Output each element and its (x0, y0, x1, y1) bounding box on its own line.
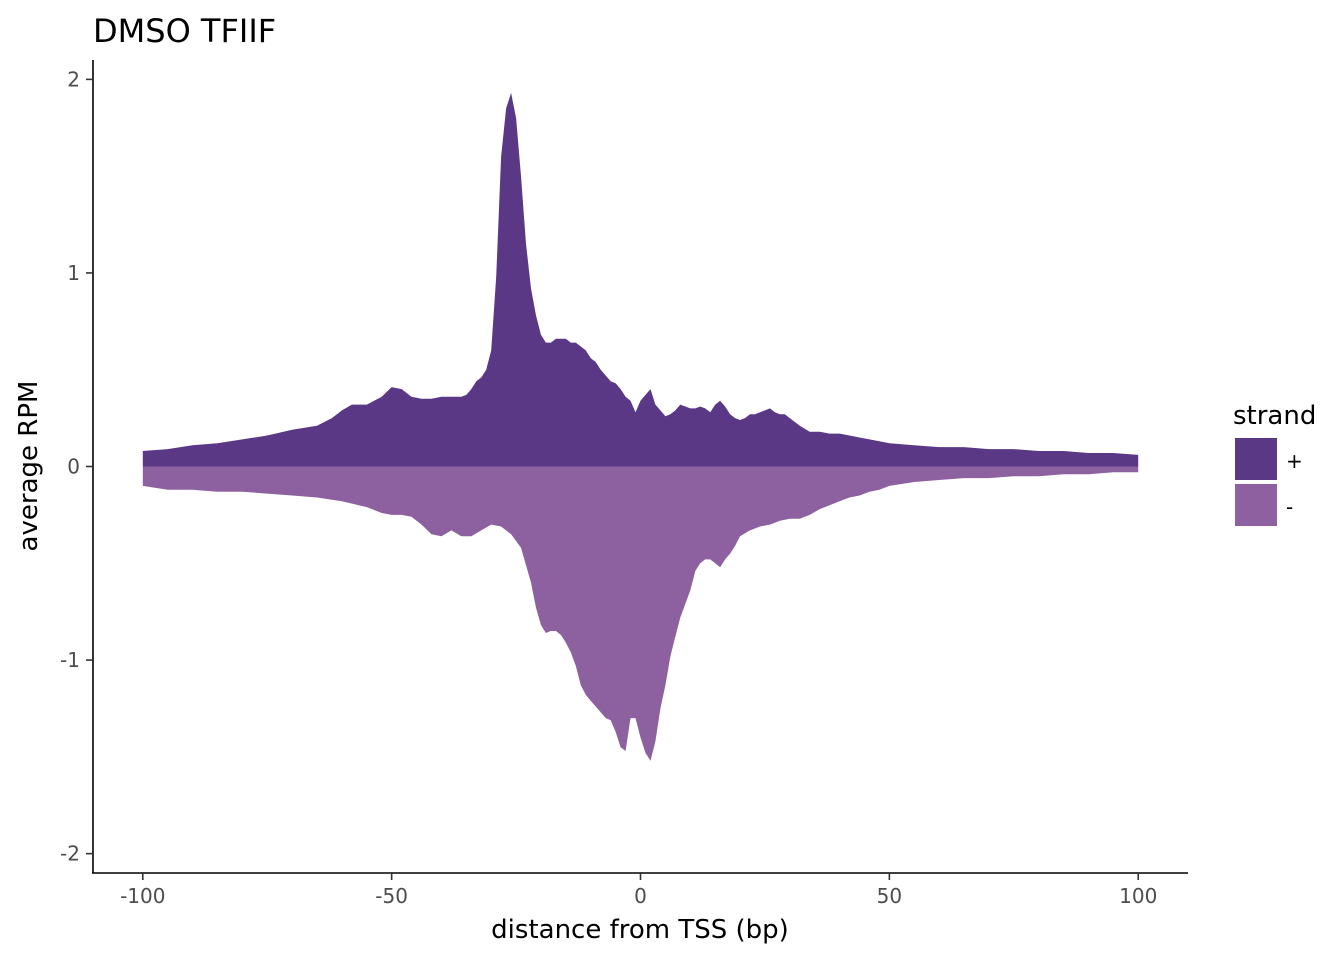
y-axis-title: average RPM (14, 381, 44, 552)
x-tick-label: 50 (877, 884, 902, 908)
x-tick-label: 0 (634, 884, 647, 908)
legend-label-plus: + (1286, 449, 1303, 473)
x-ticks: -100 -50 0 50 100 (120, 873, 1157, 908)
y-tick-label: 2 (67, 67, 80, 91)
x-tick-label: -100 (120, 884, 165, 908)
legend-key-plus (1235, 438, 1277, 480)
y-tick-label: -2 (60, 842, 80, 866)
chart-title: DMSO TFIIF (93, 12, 276, 50)
y-ticks: -2 -1 0 1 2 (60, 67, 93, 866)
series-layer (142, 92, 1139, 761)
x-tick-label: 100 (1119, 884, 1157, 908)
x-tick-label: -50 (375, 884, 408, 908)
legend-key-minus (1235, 484, 1277, 526)
y-tick-label: 1 (67, 261, 80, 285)
y-tick-label: 0 (67, 455, 80, 479)
legend: strand + - (1233, 401, 1316, 526)
y-tick-label: -1 (60, 648, 80, 672)
x-axis-title: distance from TSS (bp) (491, 915, 789, 945)
series-area-minus (142, 466, 1139, 761)
series-area-plus (142, 92, 1139, 467)
legend-title: strand (1233, 401, 1316, 431)
legend-label-minus: - (1286, 495, 1293, 519)
